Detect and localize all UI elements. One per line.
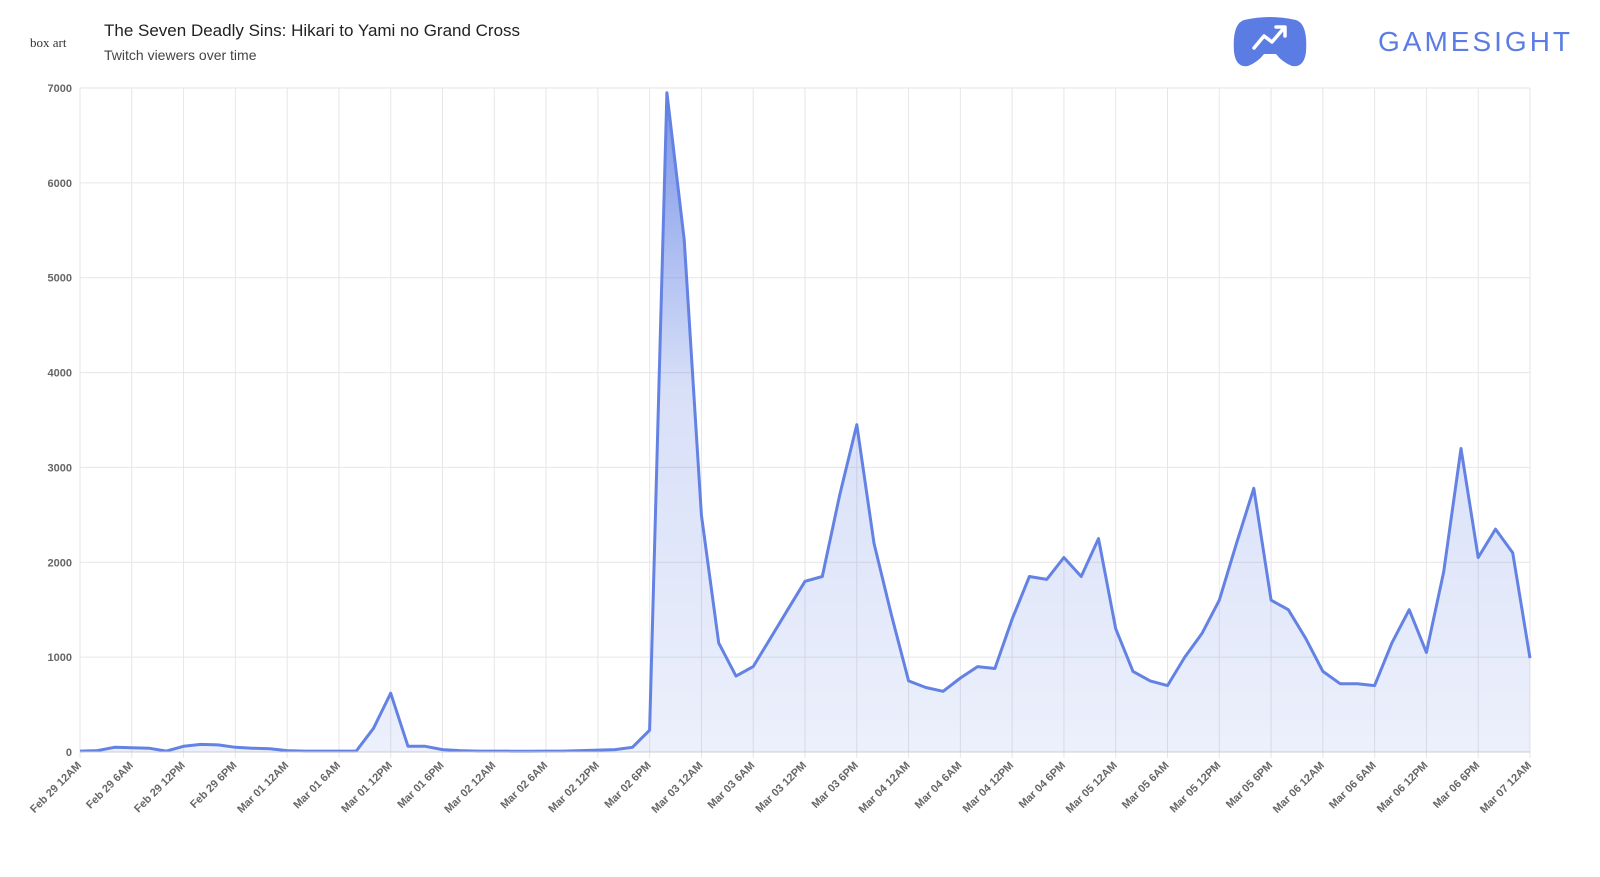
chart-subtitle: Twitch viewers over time	[104, 47, 257, 63]
y-tick-label: 6000	[48, 178, 72, 190]
x-tick-label: Feb 29 6PM	[188, 760, 239, 811]
y-tick-label: 3000	[48, 462, 72, 474]
x-tick-label: Mar 01 6PM	[395, 760, 446, 811]
x-tick-label: Mar 01 12AM	[235, 760, 291, 816]
y-tick-label: 7000	[48, 83, 72, 95]
x-tick-label: Mar 06 6AM	[1327, 760, 1379, 812]
chart-title: The Seven Deadly Sins: Hikari to Yami no…	[104, 21, 521, 40]
x-tick-label: Feb 29 12PM	[132, 760, 188, 816]
x-tick-label: Mar 02 6PM	[602, 760, 653, 811]
x-tick-label: Mar 07 12AM	[1478, 760, 1534, 816]
x-tick-label: Mar 03 6AM	[706, 760, 758, 812]
x-tick-label: Mar 05 12PM	[1168, 760, 1224, 816]
x-tick-label: Mar 05 6PM	[1224, 760, 1275, 811]
x-tick-label: Mar 03 12PM	[754, 760, 810, 816]
x-tick-label: Feb 29 12AM	[28, 760, 84, 816]
x-tick-label: Mar 02 12AM	[442, 760, 498, 816]
x-tick-label: Feb 29 6AM	[84, 760, 136, 812]
x-tick-label: Mar 04 12AM	[857, 760, 913, 816]
x-tick-label: Mar 05 6AM	[1120, 760, 1172, 812]
x-tick-label: Mar 02 6AM	[498, 760, 550, 812]
x-tick-label: Mar 03 6PM	[810, 760, 861, 811]
x-tick-label: Mar 02 12PM	[546, 760, 602, 816]
x-tick-label: Mar 06 6PM	[1431, 760, 1482, 811]
x-tick-label: Mar 06 12PM	[1375, 760, 1431, 816]
line	[79, 91, 1532, 753]
x-tick-label: Mar 06 12AM	[1271, 760, 1327, 816]
box-art-alt: box art	[30, 35, 67, 50]
y-tick-label: 2000	[48, 557, 72, 569]
brand-logo	[1233, 17, 1307, 67]
x-tick-label: Mar 04 12PM	[961, 760, 1017, 816]
x-tick-label: Mar 04 6AM	[913, 760, 965, 812]
x-tick-label: Mar 03 12AM	[650, 760, 706, 816]
y-tick-label: 5000	[48, 273, 72, 285]
y-tick-label: 1000	[48, 652, 72, 664]
y-tick-label: 4000	[48, 368, 72, 380]
area	[80, 92, 1530, 752]
x-tick-label: Mar 01 12PM	[339, 760, 395, 816]
brand-name: GAMESIGHT	[1378, 26, 1574, 57]
y-tick-label: 0	[66, 747, 72, 759]
x-tick-label: Mar 04 6PM	[1017, 760, 1068, 811]
x-tick-label: Mar 05 12AM	[1064, 760, 1120, 816]
x-tick-label: Mar 01 6AM	[291, 760, 343, 812]
